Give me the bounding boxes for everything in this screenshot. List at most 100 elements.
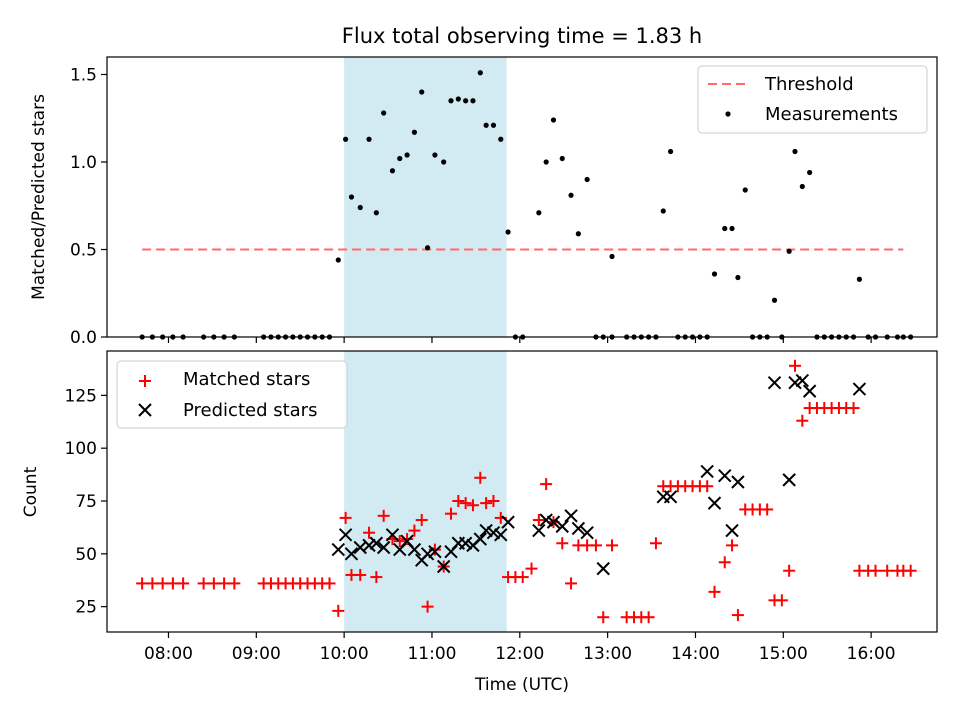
x-tick-label: 11:00 (407, 644, 456, 664)
predicted-point (539, 513, 553, 527)
matched-point (332, 604, 345, 617)
predicted-point (555, 519, 569, 534)
matched-point (761, 503, 774, 516)
predicted-point (369, 536, 384, 550)
measurement-point (667, 148, 674, 155)
predicted-point (731, 475, 745, 489)
matched-point (228, 577, 241, 590)
matched-point (445, 507, 458, 520)
matched-point (718, 556, 731, 569)
measurement-point (373, 210, 379, 216)
measurement-point (711, 271, 718, 277)
predicted-legend-label: Predicted stars (183, 400, 317, 421)
measurement-point (389, 168, 396, 174)
count-panel: 25 50 75 100 125 08:00 09:00 10:00 11:00 12:00 13… (21, 350, 938, 695)
matched-point (452, 495, 465, 508)
measurement-point (455, 96, 461, 102)
matched-point (197, 577, 210, 590)
measurement-point (771, 297, 778, 303)
matched-point (783, 564, 796, 577)
measurement-point (786, 248, 792, 254)
matched-point (480, 497, 493, 510)
predicted-point (725, 523, 739, 538)
matched-point (525, 562, 538, 575)
matched-point (516, 571, 529, 584)
matched-point (487, 495, 500, 508)
matched-point (354, 568, 367, 581)
predicted-point (486, 525, 501, 540)
matched-point (339, 511, 352, 524)
measurement-point (470, 98, 476, 104)
ratio-y-axis-label: Matched/Predicted stars (29, 94, 49, 300)
matched-point (649, 537, 662, 550)
matched-point (377, 509, 390, 522)
matched-point (393, 535, 406, 548)
predicted-point (546, 515, 561, 529)
matched-point (556, 537, 569, 550)
predicted-point (571, 521, 586, 536)
predicted-point (428, 545, 442, 559)
matched-point (532, 514, 545, 527)
x-tick-label: 08:00 (144, 644, 193, 664)
measurement-point (498, 136, 504, 142)
predicted-point (700, 464, 714, 479)
measurement-point (584, 176, 590, 183)
matched-point (701, 480, 714, 493)
matched-point (218, 577, 231, 590)
observing-window-shade (344, 57, 507, 337)
matched-point (146, 577, 159, 590)
predicted-point (663, 490, 678, 504)
measurement-point (729, 225, 735, 232)
predicted-point (532, 523, 546, 538)
measurement-point (742, 187, 748, 193)
y-tick-label: 25 (75, 598, 97, 618)
y-tick-label: 1.0 (70, 153, 97, 173)
matched-legend-swatch (139, 375, 151, 387)
y-tick-label: 100 (65, 439, 97, 459)
matched-point (789, 359, 802, 372)
measurement-point (483, 122, 489, 128)
measurement-point (397, 155, 403, 162)
matched-point (597, 611, 610, 624)
x-tick-label: 12:00 (495, 644, 544, 664)
matched-point (459, 497, 472, 510)
predicted-point (420, 547, 435, 561)
measurement-point (856, 276, 863, 282)
predicted-point (331, 542, 345, 557)
figure-title: Flux total observing time = 1.83 h (342, 24, 702, 48)
measurement-point (448, 98, 454, 104)
predicted-point (707, 496, 722, 510)
matched-point (726, 539, 739, 552)
matched-point (642, 611, 655, 624)
predicted-point (338, 528, 353, 542)
y-tick-label: 50 (75, 545, 97, 565)
predicted-point (494, 528, 508, 542)
measurement-point (550, 117, 557, 123)
matched-point (847, 402, 860, 415)
x-tick-label: 14:00 (671, 644, 720, 664)
measurement-point (505, 229, 511, 235)
measurement-point (419, 89, 425, 95)
predicted-point (407, 542, 422, 557)
matched-point (731, 609, 744, 622)
matched-point (775, 594, 788, 607)
predicted-point (596, 561, 610, 576)
observing-window-shade (344, 351, 507, 632)
measurement-point (799, 183, 805, 190)
predicted-point (580, 525, 594, 540)
matched-point (904, 564, 917, 577)
matched-point (156, 577, 169, 590)
matched-point (177, 577, 190, 590)
predicted-point (436, 559, 451, 574)
measurement-point (348, 194, 355, 200)
count-panel-frame (106, 350, 938, 633)
matched-point (136, 577, 149, 590)
predicted-point (344, 547, 359, 561)
threshold-legend-label: Threshold (764, 74, 854, 95)
x-tick-label: 16:00 (847, 644, 896, 664)
x-tick-label: 10:00 (320, 644, 369, 664)
matched-point (415, 514, 428, 527)
measurement-point (490, 122, 497, 128)
measurement-point (609, 253, 615, 260)
matched-point (708, 585, 721, 598)
